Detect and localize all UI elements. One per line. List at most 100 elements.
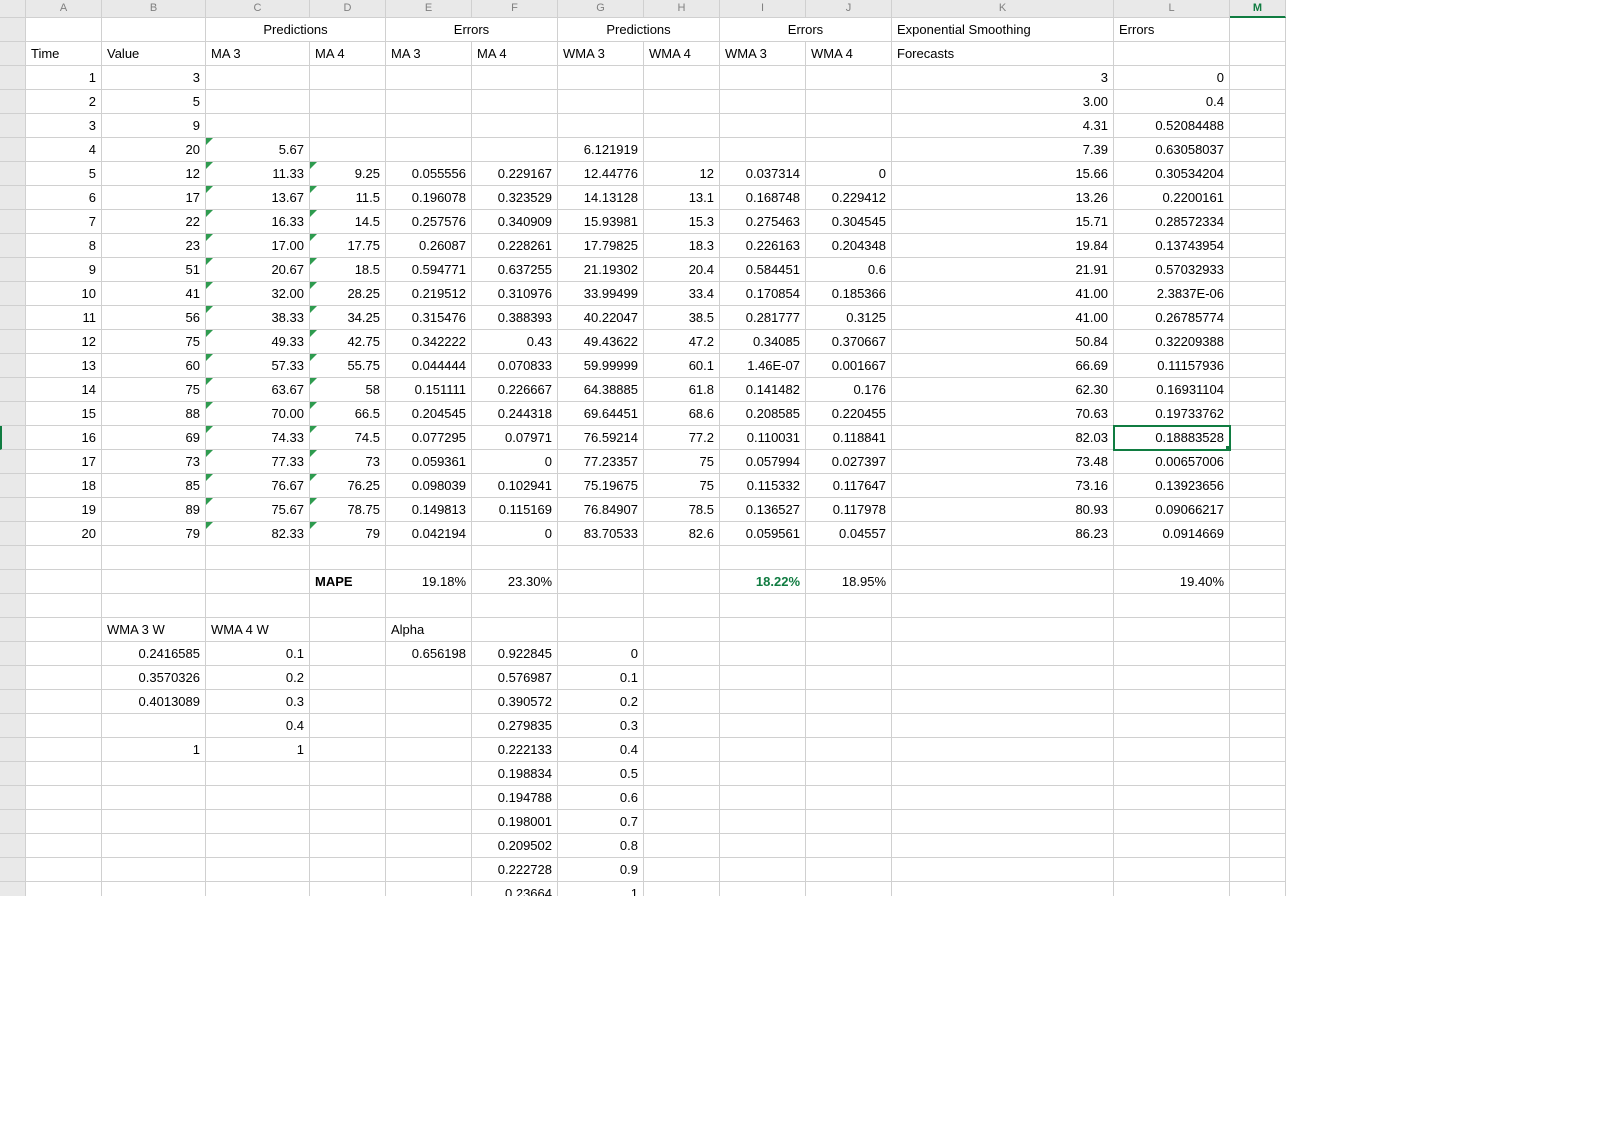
row-header-2[interactable]: [0, 42, 26, 66]
cell-ma4[interactable]: 73: [310, 450, 386, 474]
cell-err-forecast[interactable]: 0.16931104: [1114, 378, 1230, 402]
cell-alpha-err[interactable]: 0.390572: [472, 690, 558, 714]
cell-err-forecast[interactable]: 0.00657006: [1114, 450, 1230, 474]
cell-err-ma3[interactable]: 0.149813: [386, 498, 472, 522]
cell[interactable]: [1230, 498, 1286, 522]
cell[interactable]: [1114, 786, 1230, 810]
cell-wma4[interactable]: 13.1: [644, 186, 720, 210]
cell-err-ma3[interactable]: 0.342222: [386, 330, 472, 354]
row-header-35[interactable]: [0, 834, 26, 858]
row-header-5[interactable]: [0, 114, 26, 138]
cell-err-ma4[interactable]: [472, 138, 558, 162]
cell-err-wma3[interactable]: 0.115332: [720, 474, 806, 498]
cell-err-ma3[interactable]: 0.059361: [386, 450, 472, 474]
cell[interactable]: [558, 546, 644, 570]
column-header-A[interactable]: A: [26, 0, 102, 18]
cell-alpha-val[interactable]: 0.1: [558, 666, 644, 690]
cell[interactable]: [1114, 42, 1230, 66]
cell[interactable]: [1230, 642, 1286, 666]
cell-wma4-weight[interactable]: [206, 882, 310, 896]
cell[interactable]: [892, 666, 1114, 690]
cell-value[interactable]: 3: [102, 66, 206, 90]
cell[interactable]: [806, 762, 892, 786]
cell-forecast[interactable]: 7.39: [892, 138, 1114, 162]
cell-err-wma4[interactable]: 0: [806, 162, 892, 186]
cell[interactable]: [720, 690, 806, 714]
row-header-34[interactable]: [0, 810, 26, 834]
mape-wma4[interactable]: 18.95%: [806, 570, 892, 594]
column-header-M[interactable]: M: [1230, 0, 1286, 18]
cell-wma4-weight[interactable]: [206, 762, 310, 786]
cell[interactable]: [310, 594, 386, 618]
cell-alpha-val[interactable]: 0.6: [558, 786, 644, 810]
mape-label[interactable]: MAPE: [310, 570, 386, 594]
cell-err-forecast[interactable]: 0.52084488: [1114, 114, 1230, 138]
cell-err-wma4[interactable]: 0.117647: [806, 474, 892, 498]
cell-value[interactable]: 20: [102, 138, 206, 162]
cell-err-wma3[interactable]: 0.057994: [720, 450, 806, 474]
cell-err-wma4[interactable]: 0.185366: [806, 282, 892, 306]
cell-wma3-weight[interactable]: 0.4013089: [102, 690, 206, 714]
cell-err-wma4[interactable]: [806, 66, 892, 90]
cell[interactable]: [720, 546, 806, 570]
column-header-C[interactable]: C: [206, 0, 310, 18]
cell-ma4[interactable]: [310, 138, 386, 162]
cell-err-ma3[interactable]: 0.196078: [386, 186, 472, 210]
cell[interactable]: [1114, 882, 1230, 896]
cell[interactable]: [1230, 186, 1286, 210]
cell[interactable]: [1114, 810, 1230, 834]
cell[interactable]: [892, 714, 1114, 738]
cell-wma4[interactable]: 61.8: [644, 378, 720, 402]
cell-wma4[interactable]: [644, 66, 720, 90]
cell-time[interactable]: 18: [26, 474, 102, 498]
cell-wma3[interactable]: [558, 114, 644, 138]
cell-wma3[interactable]: 17.79825: [558, 234, 644, 258]
row-header-3[interactable]: [0, 66, 26, 90]
cell[interactable]: [720, 666, 806, 690]
cell-err-ma3[interactable]: 0.257576: [386, 210, 472, 234]
cell-wma3[interactable]: 40.22047: [558, 306, 644, 330]
cell-wma4-weight[interactable]: 0.1: [206, 642, 310, 666]
cell-value[interactable]: 75: [102, 378, 206, 402]
cell-err-ma4[interactable]: 0.115169: [472, 498, 558, 522]
cell-alpha-val[interactable]: 0.3: [558, 714, 644, 738]
row-header-15[interactable]: [0, 354, 26, 378]
cell-wma3-weight[interactable]: [102, 714, 206, 738]
cell-err-wma3[interactable]: 0.110031: [720, 426, 806, 450]
cell-err-forecast[interactable]: 0.13923656: [1114, 474, 1230, 498]
cell-value[interactable]: 41: [102, 282, 206, 306]
cell-err-ma4[interactable]: 0.07971: [472, 426, 558, 450]
cell-err-forecast[interactable]: 0.18883528: [1114, 426, 1230, 450]
cell-wma4[interactable]: 15.3: [644, 210, 720, 234]
cell[interactable]: [720, 618, 806, 642]
cell-err-wma3[interactable]: 0.059561: [720, 522, 806, 546]
cell-time[interactable]: 4: [26, 138, 102, 162]
cell-err-forecast[interactable]: 0.13743954: [1114, 234, 1230, 258]
cell-value[interactable]: 73: [102, 450, 206, 474]
cell-err-ma4[interactable]: 0.229167: [472, 162, 558, 186]
cell-wma4[interactable]: [644, 114, 720, 138]
cell[interactable]: [644, 762, 720, 786]
cell[interactable]: [644, 570, 720, 594]
cell[interactable]: [1230, 426, 1286, 450]
cell[interactable]: [310, 738, 386, 762]
subheader-err-ma4[interactable]: MA 4: [472, 42, 558, 66]
cell-ma4[interactable]: 11.5: [310, 186, 386, 210]
row-header-7[interactable]: [0, 162, 26, 186]
cell[interactable]: [892, 882, 1114, 896]
cell[interactable]: [720, 810, 806, 834]
cell-time[interactable]: 17: [26, 450, 102, 474]
cell-ma3[interactable]: 63.67: [206, 378, 310, 402]
cell[interactable]: [1230, 138, 1286, 162]
cell-alpha-err[interactable]: 0.222133: [472, 738, 558, 762]
cell[interactable]: [558, 594, 644, 618]
row-header-27[interactable]: [0, 642, 26, 666]
cell-wma3-weight[interactable]: [102, 882, 206, 896]
mape-ma4[interactable]: 23.30%: [472, 570, 558, 594]
cell-err-wma3[interactable]: 0.141482: [720, 378, 806, 402]
cell-wma3[interactable]: 59.99999: [558, 354, 644, 378]
cell[interactable]: [806, 834, 892, 858]
cell-wma4[interactable]: 38.5: [644, 306, 720, 330]
cell-alpha-val[interactable]: 0.7: [558, 810, 644, 834]
cell[interactable]: [1230, 690, 1286, 714]
